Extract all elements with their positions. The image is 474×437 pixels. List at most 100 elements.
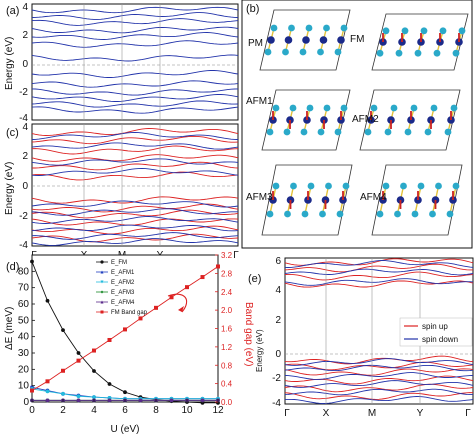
right-tick-label: 2.0 [221, 306, 233, 315]
panel-b-structures [259, 9, 469, 236]
band-line-spin-down [31, 158, 239, 166]
atom-ligand [424, 128, 432, 136]
data-point [107, 337, 112, 342]
left-tick-label: 70 [18, 283, 30, 294]
atom-ligand [404, 128, 412, 136]
band-line-spin-up [31, 171, 239, 181]
band-line [31, 12, 239, 20]
atom-ligand [384, 128, 392, 136]
panel-c-label: (c) [6, 127, 19, 139]
band-line-spin-up [284, 383, 474, 393]
right-tick-label: 1.2 [221, 343, 233, 352]
panel-c-xtick: Γ [233, 250, 239, 261]
band-line [31, 100, 239, 108]
atom-ligand [272, 182, 280, 190]
panel-e-ytick: 6 [275, 256, 281, 267]
left-tick-label: 40 [18, 332, 30, 343]
atom-ligand [323, 104, 331, 112]
left-tick-label: 80 [18, 266, 30, 277]
band-line-spin-up [31, 135, 239, 145]
data-point [61, 328, 65, 333]
band-line-spin-down [284, 278, 474, 286]
atom-ligand [370, 104, 378, 112]
atom-ligand [289, 104, 297, 112]
panel-e-xtick: Γ [465, 408, 471, 419]
band-line [31, 6, 239, 14]
legend-eafm2: E_AFM2 [111, 280, 135, 286]
atom-ligand [364, 128, 372, 136]
atom-ligand [266, 128, 274, 136]
band-line-spin-down [284, 260, 474, 268]
atom-ligand [401, 27, 409, 35]
atom-ligand [272, 104, 280, 112]
band-line-spin-down [31, 224, 239, 232]
panel-d-xlabel: U (eV) [111, 424, 140, 435]
band-line [31, 18, 239, 26]
atom-ligand [435, 182, 442, 190]
panel-d-label: (d) [6, 261, 19, 273]
band-line-spin-up [284, 263, 473, 273]
data-point [76, 358, 81, 363]
data-point [61, 368, 65, 373]
band-line-spin-up [31, 233, 239, 243]
data-point [107, 398, 112, 403]
legend-eafm1: E_AFM1 [111, 270, 135, 276]
legend-spin-up: spin up [422, 322, 448, 331]
band-line-spin-up [284, 355, 474, 365]
atom-ligand [382, 27, 390, 35]
atom-ligand [301, 210, 309, 218]
band-line-spin-down [284, 364, 474, 372]
band-line-spin-down [31, 142, 239, 150]
atom-ligand [452, 182, 460, 190]
x-tick-label: 12 [212, 405, 224, 416]
legend-spin-down: spin down [422, 335, 458, 344]
atom-metal [319, 36, 328, 44]
legend-fm-bandgap: FM Band gap [111, 310, 148, 316]
panel-e-legend: spin up spin down [399, 317, 473, 347]
panel-d-ylabel-left: ΔE (meV) [4, 307, 15, 350]
band-line [31, 32, 239, 40]
legend-eafm4: E_AFM4 [111, 300, 135, 306]
data-point [216, 264, 220, 269]
right-tick-label: 0.8 [221, 361, 233, 370]
atom-ligand [334, 48, 342, 56]
right-tick-label: 3.2 [221, 251, 233, 260]
panel-c-ytick: 0 [22, 181, 28, 192]
data-point [61, 391, 65, 396]
structure-label-afm1: AFM1 [246, 96, 273, 107]
panel-e-label: (e) [248, 273, 261, 285]
band-line [31, 88, 239, 96]
atom-ligand [444, 128, 452, 136]
atom-ligand [270, 24, 278, 32]
panel-c-ytick: -4 [19, 240, 28, 251]
data-point [138, 316, 143, 321]
atom-ligand [429, 210, 436, 218]
atom-ligand [414, 49, 422, 57]
atom-metal [267, 36, 275, 44]
atom-ligand [452, 49, 460, 57]
panel-e-ylabel: Energy (eV) [255, 329, 264, 372]
data-point [185, 285, 189, 290]
x-tick-label: 10 [181, 405, 193, 416]
data-point [45, 298, 50, 303]
atom-ligand [284, 210, 291, 218]
panel-e-ytick: 4 [275, 285, 281, 296]
data-point [169, 295, 174, 300]
panel-a: (a) Energy (eV) 4 2 0 -2 -4 [4, 2, 239, 124]
data-point [200, 398, 205, 403]
band-line-spin-down [31, 208, 238, 216]
band-line [31, 54, 239, 62]
atom-ligand [446, 210, 454, 218]
panel-a-frame [31, 3, 239, 121]
panel-e-ytick: 2 [275, 315, 281, 326]
band-line-spin-down [284, 372, 474, 380]
band-line-spin-down [31, 168, 239, 176]
atom-ligand [376, 49, 384, 57]
atom-metal [302, 36, 310, 44]
band-line-spin-down [31, 200, 239, 208]
panel-e-ytick: -4 [272, 398, 281, 409]
band-line-spin-up [31, 145, 239, 155]
band-line-spin-up [284, 361, 474, 371]
x-tick-label: 2 [60, 405, 66, 416]
unit-cell [371, 164, 463, 236]
